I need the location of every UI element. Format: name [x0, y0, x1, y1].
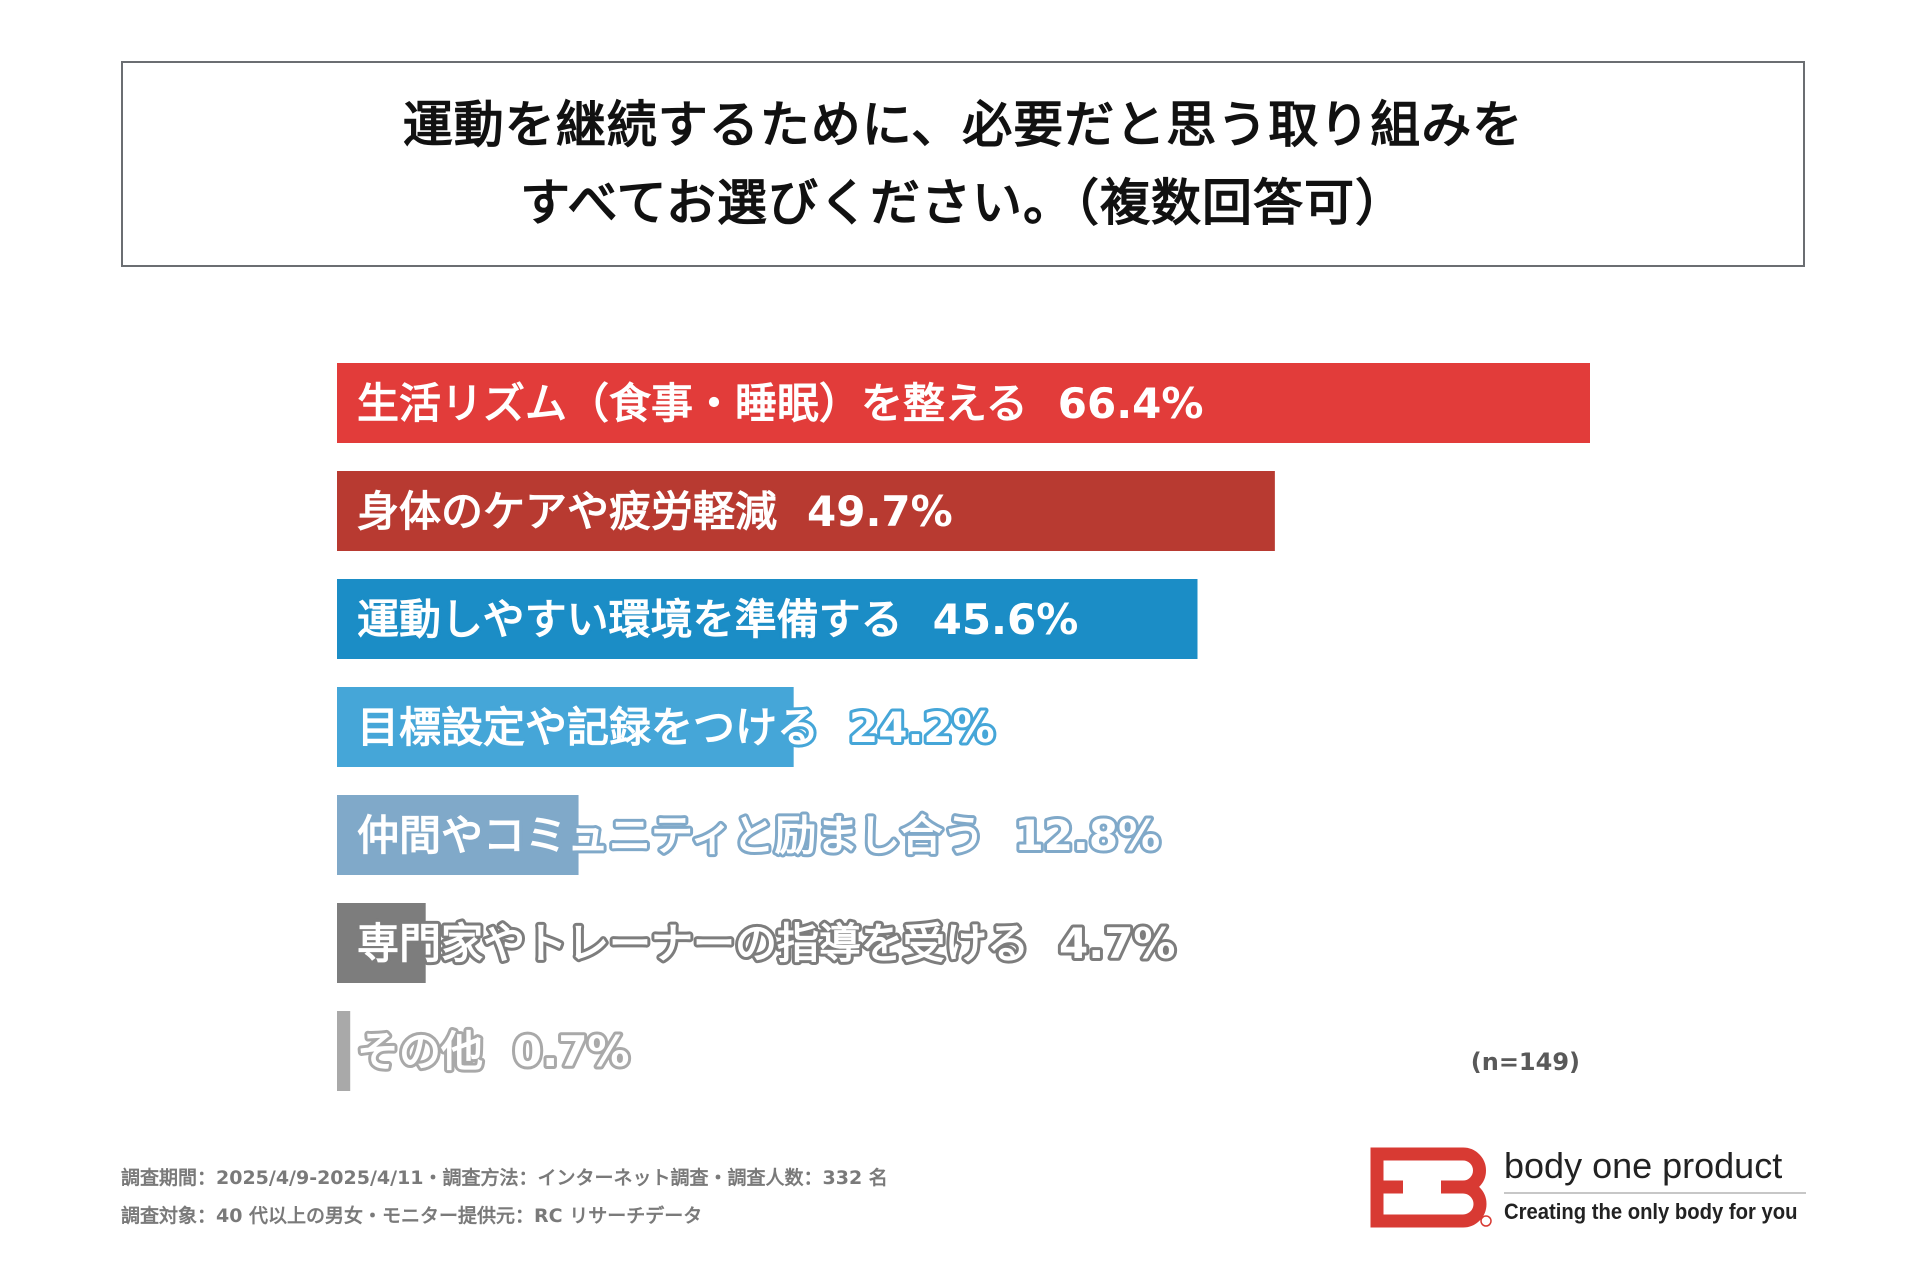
bar-label-7: その他 0.7%	[357, 1027, 630, 1076]
bar-5	[337, 795, 579, 875]
value-label: 66.4%	[1058, 379, 1204, 428]
bar-7	[337, 1011, 351, 1091]
value-label: 0.7%	[513, 1027, 629, 1076]
category-label: 運動しやすい環境を準備する	[357, 595, 903, 644]
value-label: 24.2%	[849, 703, 995, 752]
survey-footnote-line2: 調査対象：40 代以上の男女・モニター提供元：RC リサーチデータ	[121, 1205, 703, 1227]
bar-label-5: 仲間やコミュニティと励まし合う 12.8%	[357, 811, 1160, 860]
logo-mark-icon	[1370, 1147, 1492, 1228]
company-logo: body one product Creating the only body …	[1363, 1145, 1823, 1230]
value-label: 4.7%	[1059, 919, 1175, 968]
category-label: 生活リズム（食事・睡眠）を整える	[357, 379, 1028, 428]
question-title-box: 運動を継続するために、必要だと思う取り組みを すべてお選びください。（複数回答可…	[121, 61, 1805, 267]
bar-1	[337, 363, 1590, 443]
bar-label-4: 目標設定や記録をつける 24.2%	[357, 703, 995, 752]
survey-footnote-line1: 調査期間：2025/4/9-2025/4/11・調査方法：インターネット調査・調…	[121, 1167, 888, 1189]
question-title-line2: すべてお選びください。（複数回答可）	[520, 174, 1406, 232]
category-label: その他	[357, 1027, 483, 1076]
category-label: 専門家やトレーナーの指導を受ける	[357, 919, 1029, 968]
bar-4	[337, 687, 794, 767]
category-label: 身体のケアや疲労軽減	[357, 487, 777, 536]
bar-label-2: 身体のケアや疲労軽減 49.7%	[357, 487, 953, 536]
value-label: 12.8%	[1014, 811, 1160, 860]
bar-label-1: 生活リズム（食事・睡眠）を整える 66.4%	[357, 379, 1203, 428]
logo-divider	[1504, 1192, 1806, 1194]
bar-label-3: 運動しやすい環境を準備する 45.6%	[357, 595, 1078, 644]
question-title-line1: 運動を継続するために、必要だと思う取り組みを	[402, 96, 1524, 154]
category-label: 仲間やコミュニティと励まし合う	[357, 811, 984, 860]
bar-2	[337, 471, 1275, 551]
bar-6	[337, 903, 426, 983]
bar-3	[337, 579, 1198, 659]
logo-name: body one product	[1504, 1145, 1783, 1186]
value-label: 45.6%	[933, 595, 1079, 644]
logo-tagline: Creating the only body for you	[1504, 1199, 1798, 1224]
bar-label-6: 専門家やトレーナーの指導を受ける 4.7%	[357, 919, 1176, 968]
sample-size-note: (n=149)	[1470, 1048, 1580, 1076]
value-label: 49.7%	[807, 487, 953, 536]
category-label: 目標設定や記録をつける	[357, 703, 819, 752]
